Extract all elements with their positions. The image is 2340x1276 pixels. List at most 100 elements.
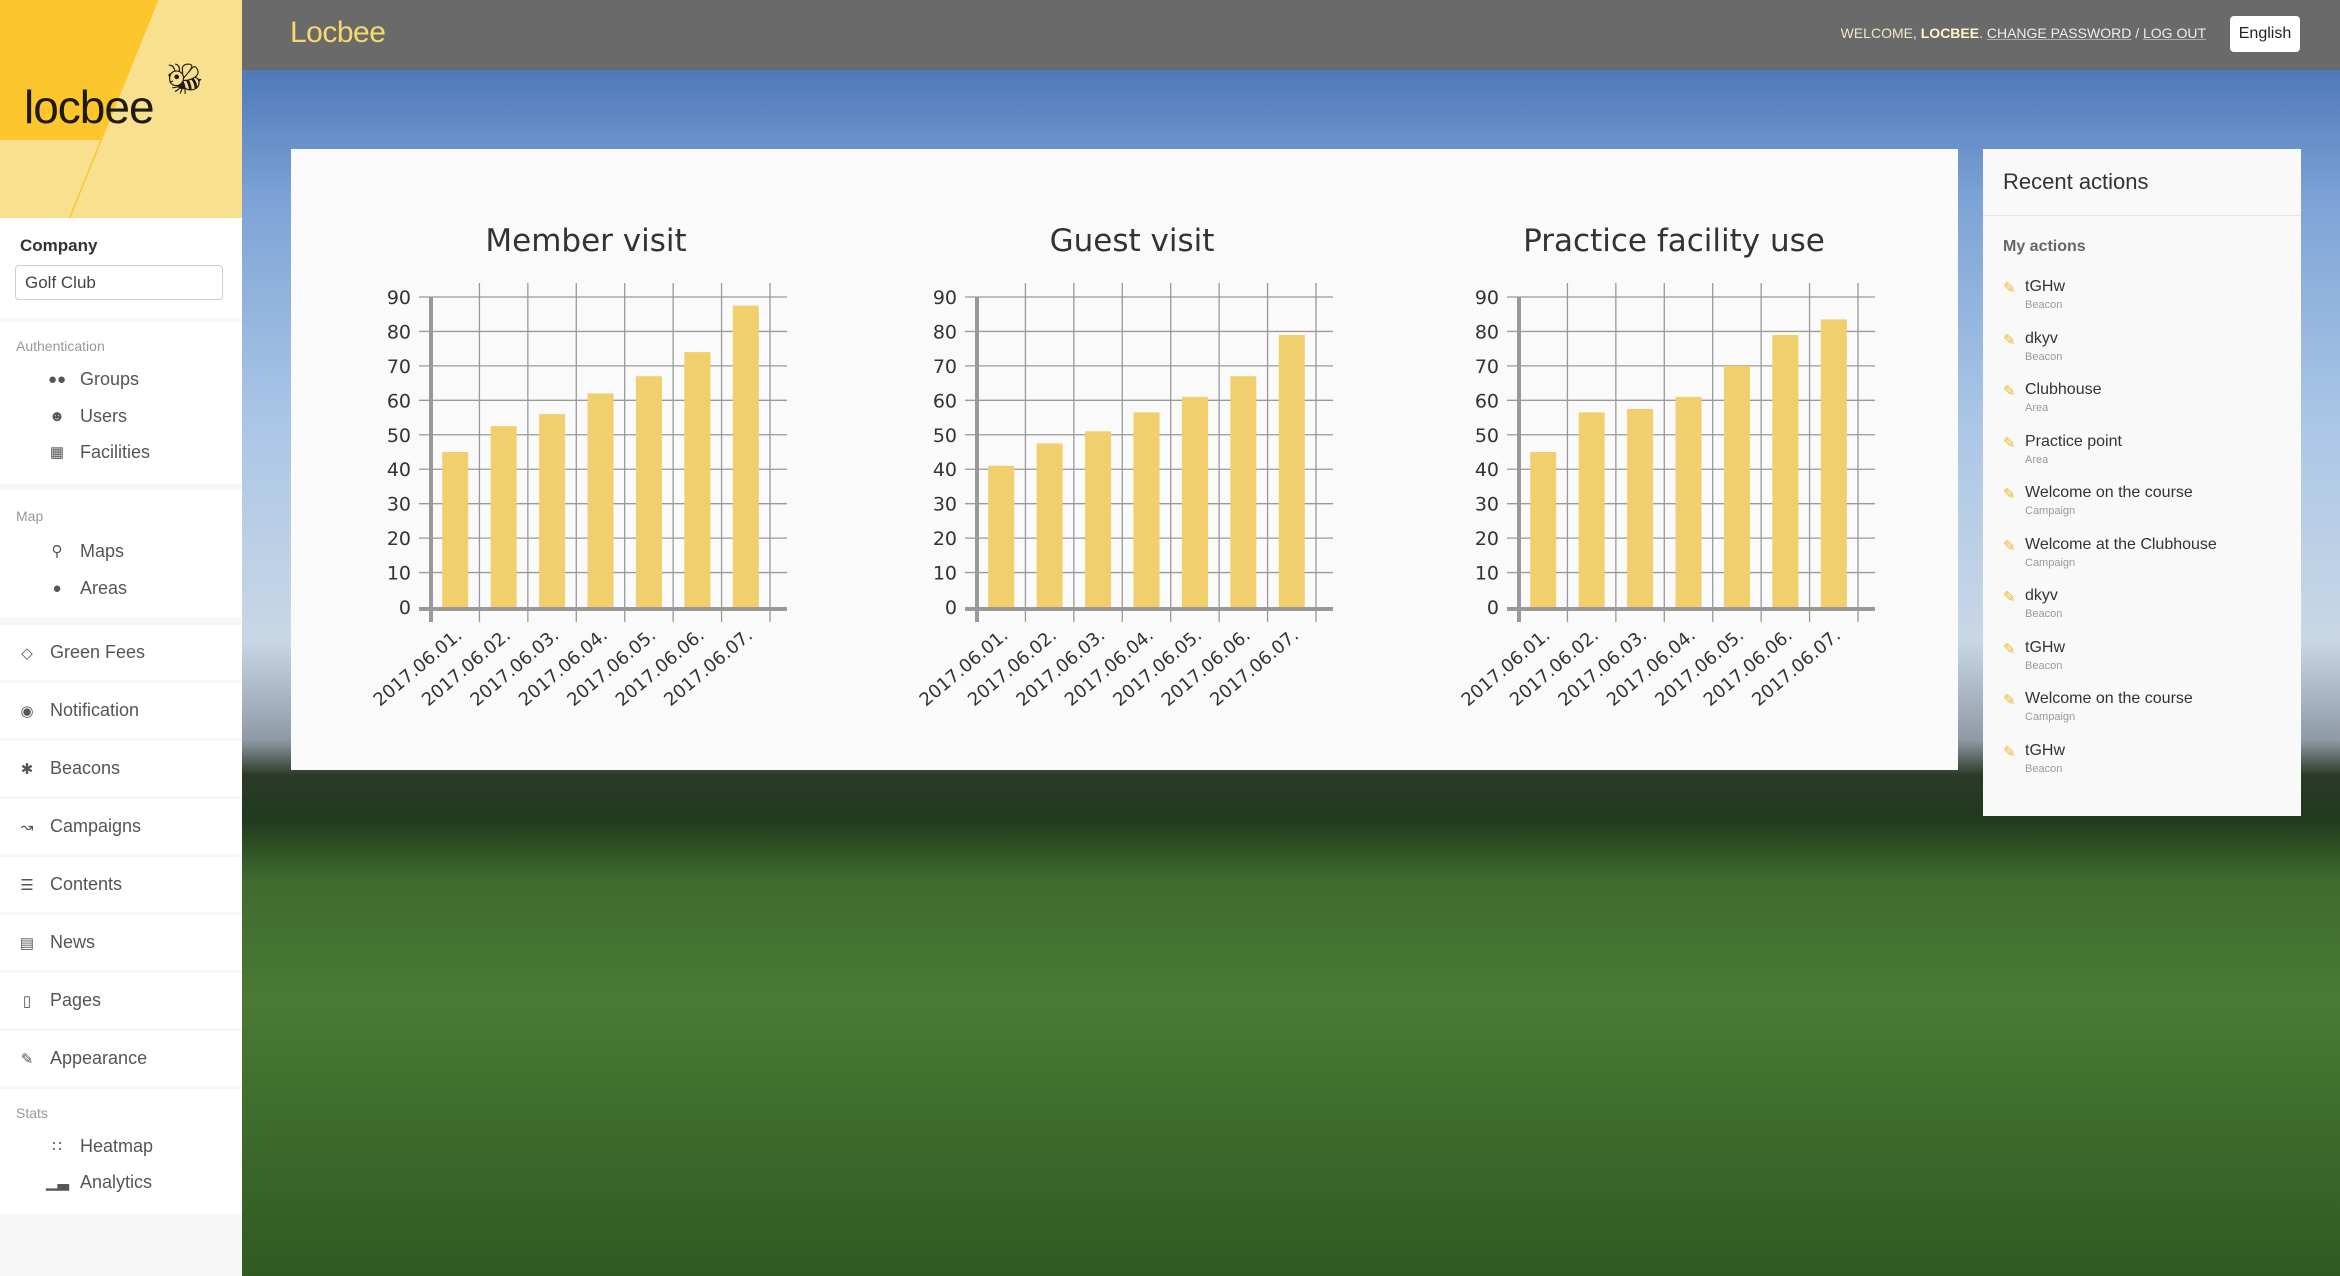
sidebar-item-notification[interactable]: ◉ Notification [0, 683, 242, 738]
y-tick-label: 20 [1475, 528, 1499, 550]
company-select[interactable]: Golf Club [15, 265, 223, 300]
bar-chart: Practice facility use 0 10 20 30 40 50 60 70 80 90… [1458, 223, 1875, 711]
y-tick-label: 10 [1475, 563, 1499, 585]
bar[interactable] [1133, 412, 1160, 607]
sidebar-item-heatmap[interactable]: ∷ Heatmap [46, 1131, 153, 1161]
sidebar-item-label: Appearance [50, 1048, 148, 1068]
sidebar-item-analytics[interactable]: ▁▃ Analytics [46, 1167, 152, 1197]
logo[interactable]: locbee 🐝︎ [0, 0, 242, 218]
bar[interactable] [732, 305, 759, 607]
bee-icon: 🐝︎ [166, 63, 205, 96]
y-tick-label: 80 [933, 321, 957, 343]
sidebar-item-appearance[interactable]: ✎ Appearance [0, 1031, 242, 1086]
bar[interactable] [1820, 319, 1847, 607]
sidebar-item-green-fees[interactable]: ◇ Green Fees [0, 625, 242, 680]
sidebar-item-label: Green Fees [50, 642, 146, 662]
welcome-text: WELCOME, [1840, 25, 1917, 41]
pencil-icon: ✎ [2003, 589, 2016, 606]
y-tick-label: 20 [933, 528, 957, 550]
recent-actions-title: Recent actions [2003, 169, 2149, 194]
sidebar-item-campaigns[interactable]: ↝ Campaigns [0, 799, 242, 854]
globe-icon: ◉ [20, 702, 34, 720]
bar[interactable] [1181, 396, 1208, 607]
bar[interactable] [1723, 365, 1750, 607]
y-tick-label: 80 [1475, 321, 1499, 343]
bar[interactable] [1530, 452, 1557, 607]
company-label: Company [20, 236, 98, 255]
y-tick-label: 70 [933, 356, 957, 378]
action-name: Clubhouse [2025, 381, 2102, 398]
action-name: dkyv [2025, 329, 2058, 347]
pencil-icon: ✎ [2003, 743, 2016, 761]
y-tick-label: 30 [933, 494, 957, 516]
language-button[interactable]: English [2230, 16, 2300, 52]
sidebar-item-maps[interactable]: ⚲ Maps [46, 536, 125, 566]
pencil-icon: ✎ [2003, 640, 2016, 658]
line-chart-icon: ↝ [20, 818, 34, 836]
change-password-link[interactable]: CHANGE PASSWORD [1986, 25, 2132, 41]
bar[interactable] [1278, 334, 1305, 607]
bar[interactable] [1230, 376, 1257, 607]
sidebar-item-label: News [50, 932, 96, 952]
pencil-icon: ✎ [2003, 434, 2016, 452]
bar[interactable] [684, 352, 711, 607]
bar[interactable] [635, 376, 662, 607]
sidebar-item-users[interactable]: ☻ Users [46, 401, 127, 431]
logout-link[interactable]: LOG OUT [2142, 25, 2206, 41]
action-type: Beacon [2025, 762, 2063, 775]
sidebar-item-pages[interactable]: ▯ Pages [0, 973, 242, 1028]
action-type: Beacon [2025, 299, 2063, 311]
group-label-stats: Stats [16, 1105, 48, 1121]
y-tick-label: 0 [399, 597, 411, 619]
divider [1983, 215, 2301, 216]
heatmap-icon: ∷ [52, 1138, 62, 1155]
y-tick-label: 50 [933, 425, 957, 447]
action-type: Beacon [2025, 608, 2063, 620]
username: LOCBEE [1920, 25, 1980, 41]
sidebar-item-beacons[interactable]: ✱ Beacons [0, 741, 242, 796]
sidebar-item-facilities[interactable]: ▦ Facilities [46, 437, 150, 467]
bar[interactable] [988, 465, 1015, 607]
sidebar-item-label: Notification [50, 700, 140, 720]
recent-actions-panel: Recent actions My actions ✎ tGHw Beacon ✎ dk… [1983, 149, 2301, 816]
bar-chart: Member visit01020304050607080902017.06.0… [370, 223, 787, 711]
y-tick-label: 70 [387, 356, 411, 378]
sidebar-item-label: Pages [50, 990, 102, 1010]
action-type: Area [2025, 402, 2049, 414]
y-tick-label: 0 [945, 597, 957, 619]
bar[interactable] [587, 393, 614, 607]
pencil-icon: ✎ [2003, 692, 2016, 709]
y-tick-label: 60 [387, 390, 411, 412]
bar-chart: Guest visit01020304050607080902017.06.01… [916, 223, 1333, 711]
sidebar-item-label: Contents [50, 874, 123, 894]
chart-title: Member visit [485, 223, 686, 259]
action-type: Beacon [2025, 659, 2063, 672]
action-name: Welcome on the course [2025, 690, 2193, 707]
top-bar: Locbee WELCOME, LOCBEE. CHANGE PASSWORD … [242, 0, 2340, 70]
bar[interactable] [490, 426, 517, 607]
action-name: Welcome on the course [2025, 484, 2193, 501]
sidebar-item-groups[interactable]: ●● Groups [46, 364, 139, 394]
bar-chart-icon: ▁▃ [46, 1174, 70, 1191]
bar[interactable] [1036, 443, 1063, 607]
bar[interactable] [1627, 408, 1654, 607]
y-tick-label: 40 [387, 459, 411, 481]
sidebar-item-news[interactable]: ▤ News [0, 915, 242, 970]
chart-title: Guest visit [1050, 223, 1215, 259]
y-tick-label: 10 [933, 563, 957, 585]
bar[interactable] [1772, 334, 1799, 607]
bar[interactable] [1085, 431, 1112, 607]
bar[interactable] [442, 452, 469, 607]
sidebar-item-areas[interactable]: ● Areas [46, 573, 127, 603]
y-tick-label: 90 [387, 287, 411, 309]
newspaper-icon: ▤ [19, 934, 35, 952]
action-type: Beacon [2025, 350, 2063, 363]
sidebar-item-contents[interactable]: ☰ Contents [0, 857, 242, 912]
chart-title: Practice facility use [1523, 223, 1825, 259]
bar[interactable] [1578, 412, 1605, 607]
bar[interactable] [1675, 396, 1702, 607]
charts-svg: Member visit01020304050607080902017.06.0… [370, 223, 1875, 711]
action-type: Campaign [2025, 711, 2076, 723]
brand-title[interactable]: Locbee [290, 16, 386, 49]
bar[interactable] [539, 414, 566, 607]
